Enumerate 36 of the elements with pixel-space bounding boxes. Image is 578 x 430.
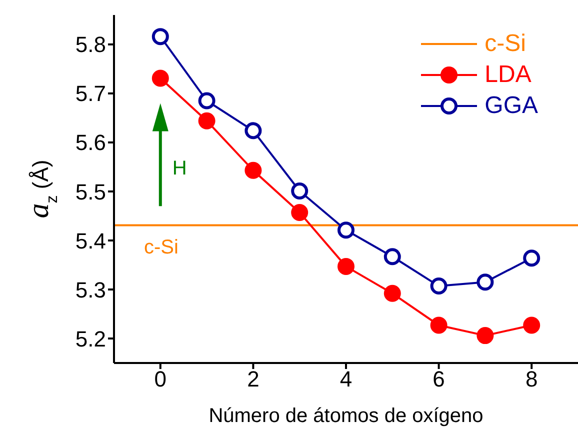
annotation: H xyxy=(172,158,187,180)
legend-label: GGA xyxy=(484,92,538,120)
point xyxy=(430,316,448,334)
y-tick-label: 5.6 xyxy=(75,130,106,156)
point xyxy=(152,28,169,46)
point xyxy=(476,274,494,291)
x-tick-label: 4 xyxy=(340,366,352,392)
point xyxy=(430,278,448,295)
point xyxy=(338,222,354,239)
point xyxy=(291,182,308,200)
y-tick-label: 5.2 xyxy=(75,326,106,352)
y-tick-label: 5.8 xyxy=(75,32,106,58)
x-axis-title: Número de átomos de oxígeno xyxy=(208,405,484,427)
y-tick-label: 5.3 xyxy=(75,277,106,302)
y-tick-label: 5.7 xyxy=(75,81,106,106)
y-tick-label: 5.4 xyxy=(75,228,106,254)
point xyxy=(523,316,540,334)
legend-label: c-Si xyxy=(484,30,526,58)
point xyxy=(338,258,354,275)
x-tick-label: 2 xyxy=(247,366,260,392)
x-tick-label: 6 xyxy=(432,366,445,392)
point xyxy=(198,92,216,110)
point xyxy=(384,284,401,302)
point xyxy=(198,112,216,130)
text: c-Si xyxy=(144,236,178,258)
x-tick-label: 0 xyxy=(154,366,167,392)
point xyxy=(476,327,494,344)
y-tick-label: 5.5 xyxy=(75,179,106,204)
x-tick-label: 8 xyxy=(525,366,538,392)
point xyxy=(384,248,401,266)
point xyxy=(523,250,540,267)
point xyxy=(244,122,262,140)
legend-label: LDA xyxy=(484,60,532,88)
point xyxy=(291,204,308,222)
point xyxy=(244,162,262,179)
point xyxy=(152,70,169,87)
